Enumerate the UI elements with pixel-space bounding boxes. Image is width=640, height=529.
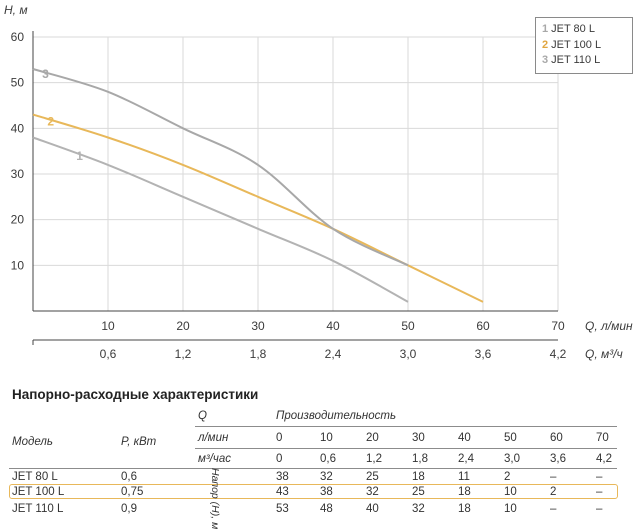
series-line-jet-80-l — [32, 136, 409, 303]
row-value: 10 — [504, 503, 517, 515]
x2-tick-label: 2,4 — [325, 347, 342, 361]
x-tick-label: 60 — [476, 319, 490, 333]
row-value: 18 — [458, 486, 471, 498]
row-power: 0,75 — [121, 486, 144, 498]
flow-lmin-cell: 60 — [550, 432, 563, 444]
legend-label: JET 110 L — [551, 54, 601, 66]
row-value: – — [550, 471, 557, 483]
x-tick-label: 70 — [551, 319, 565, 333]
x-tick-label: 20 — [176, 319, 190, 333]
row-value: – — [596, 486, 603, 498]
row-value: 48 — [320, 503, 333, 515]
x2-tick-label: 3,0 — [400, 347, 417, 361]
x-tick-label: 50 — [401, 319, 415, 333]
x-axis-label: Q, л/мин — [585, 319, 633, 333]
lmin-divider — [195, 448, 617, 449]
header-divider — [195, 426, 617, 427]
header-m3h: м³/час — [198, 453, 232, 465]
flow-m3h-cell: 1,2 — [366, 453, 382, 465]
head-vertical-label: Напор (H), м — [209, 468, 221, 529]
header-q: Q — [198, 410, 207, 422]
row-value: 40 — [366, 503, 379, 515]
y-tick-label: 30 — [11, 167, 25, 181]
row-value: 18 — [412, 471, 425, 483]
x2-axis-label: Q, м³/ч — [585, 347, 623, 361]
row-value: 32 — [412, 503, 425, 515]
flow-m3h-cell: 3,6 — [550, 453, 566, 465]
flow-m3h-cell: 4,2 — [596, 453, 612, 465]
head-flow-chart: 10 20 30 40 50 60 10 20 30 40 50 60 70 0,6 1,2 1,8 2,4 3,… — [4, 3, 633, 361]
flow-m3h-cell: 0,6 — [320, 453, 336, 465]
row-value: 53 — [276, 503, 289, 515]
flow-lmin-cell: 30 — [412, 432, 425, 444]
row-value: 32 — [320, 471, 333, 483]
y-axis-label: H, м — [4, 3, 28, 17]
row-value: 11 — [458, 471, 470, 483]
row-value: – — [596, 503, 603, 515]
flow-lmin-cell: 40 — [458, 432, 471, 444]
row-value: 18 — [458, 503, 471, 515]
row-value: 10 — [504, 486, 517, 498]
flow-m3h-cell: 0 — [276, 453, 283, 465]
table-title: Напорно-расходные характеристики — [12, 387, 259, 402]
legend-label: JET 100 L — [551, 38, 602, 51]
legend-marker: 2 — [542, 38, 549, 51]
x2-tick-label: 1,8 — [250, 347, 267, 361]
legend-item-jet100: 2 JET 100 L — [542, 38, 632, 54]
row-value: 25 — [412, 486, 425, 498]
row-power: 0,9 — [121, 503, 137, 515]
y-tick-label: 10 — [11, 258, 25, 272]
flow-m3h-cell: 3,0 — [504, 453, 520, 465]
header-bottom-divider — [9, 468, 617, 469]
x2-tick-label: 3,6 — [475, 347, 492, 361]
row-value: 38 — [276, 471, 289, 483]
row-value: 2 — [504, 471, 511, 483]
series-marker-label: 2 — [47, 114, 54, 128]
x2-tick-label: 0,6 — [100, 347, 117, 361]
series-line-jet-100-l — [32, 113, 484, 303]
row-highlight — [9, 484, 618, 499]
row-value: 2 — [550, 486, 557, 498]
x-tick-label: 10 — [101, 319, 115, 333]
series-marker-label: 3 — [42, 67, 49, 81]
legend-marker: 3 — [542, 54, 549, 66]
x2-tick-label: 1,2 — [175, 347, 192, 361]
legend-marker: 1 — [542, 23, 549, 35]
row-value: 38 — [320, 486, 333, 498]
legend-item-jet80: 1 JET 80 L — [542, 22, 632, 38]
header-productivity: Производительность — [276, 410, 396, 422]
row-power: 0,6 — [121, 471, 137, 483]
flow-lmin-cell: 20 — [366, 432, 379, 444]
flow-m3h-cell: 2,4 — [458, 453, 474, 465]
y-tick-label: 20 — [11, 213, 25, 227]
flow-lmin-cell: 10 — [320, 432, 333, 444]
x2-tick-label: 4,2 — [550, 347, 567, 361]
flow-m3h-cell: 1,8 — [412, 453, 428, 465]
chart-legend: 1 JET 80 L 2 JET 100 L 3 JET 110 L — [535, 17, 633, 74]
row-value: 25 — [366, 471, 379, 483]
legend-item-jet110: 3 JET 110 L — [542, 53, 632, 69]
y-tick-label: 40 — [11, 121, 25, 135]
row-value: – — [550, 503, 557, 515]
x-tick-label: 30 — [251, 319, 265, 333]
row-model: JET 110 L — [12, 503, 64, 515]
header-power: P, кВт — [121, 436, 157, 448]
row-value: 43 — [276, 486, 289, 498]
y-tick-label: 60 — [11, 30, 25, 44]
flow-lmin-cell: 0 — [276, 432, 283, 444]
legend-label: JET 80 L — [551, 23, 595, 35]
row-model: JET 100 L — [12, 486, 65, 498]
row-model: JET 80 L — [12, 471, 58, 483]
flow-lmin-cell: 70 — [596, 432, 609, 444]
header-lmin: л/мин — [198, 432, 229, 444]
series-line-jet-110-l — [32, 68, 409, 267]
y-tick-label: 50 — [11, 76, 25, 90]
x-tick-label: 40 — [326, 319, 340, 333]
series-marker-label: 1 — [76, 149, 83, 163]
row-value: – — [596, 471, 603, 483]
flow-lmin-cell: 50 — [504, 432, 517, 444]
row-value: 32 — [366, 486, 379, 498]
performance-table: Q Производительность Модель P, кВт л/мин… — [0, 410, 640, 529]
header-model: Модель — [12, 436, 53, 448]
